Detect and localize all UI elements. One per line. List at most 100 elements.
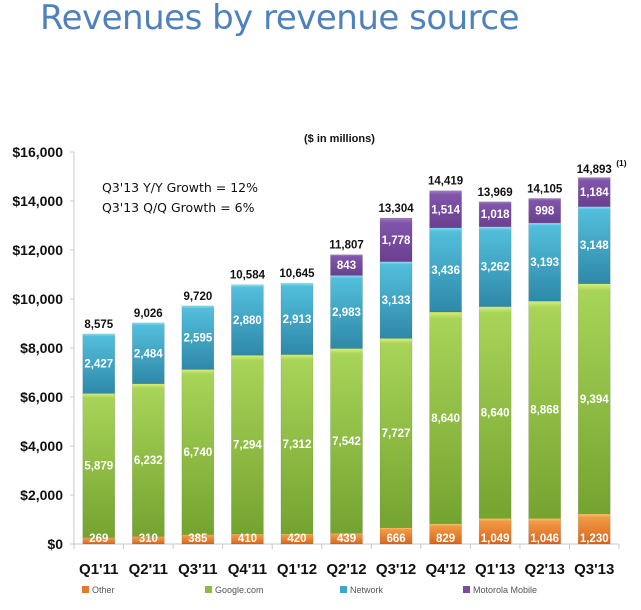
legend-item-other: Other xyxy=(82,585,115,595)
bar-segment-network xyxy=(528,222,561,302)
legend-item-motorola: Motorola Mobile xyxy=(463,585,537,595)
total-label: 13,969 xyxy=(478,187,513,199)
bar-segment-network xyxy=(379,261,413,339)
bar-segment-google-com xyxy=(132,383,165,537)
x-tick-label: Q3'12 xyxy=(376,561,416,578)
data-label-google-com: 7,727 xyxy=(382,428,411,440)
legend-label-other: Other xyxy=(92,585,115,595)
bar-segment-network xyxy=(330,275,363,349)
bar-segment-network xyxy=(132,322,165,385)
data-label-network: 2,427 xyxy=(84,359,113,371)
data-label-other: 420 xyxy=(287,533,306,545)
total-label: 9,720 xyxy=(183,291,212,303)
data-label-other: 829 xyxy=(436,533,455,545)
y-tick-label: $4,000 xyxy=(20,438,63,454)
data-label-other: 1,230 xyxy=(580,533,609,545)
data-label-motorola-mobile: 1,778 xyxy=(382,235,411,247)
x-tick-label: Q3'11 xyxy=(178,561,217,578)
page-title: Revenues by revenue source xyxy=(40,0,520,38)
annotation-yy-growth: Q3'13 Y/Y Growth = 12% xyxy=(102,180,259,195)
total-label: 10,645 xyxy=(279,268,315,280)
bar-segment-motorola-mobile xyxy=(330,254,363,276)
data-label-motorola-mobile: 1,018 xyxy=(481,209,510,221)
legend-item-network: Network xyxy=(340,585,383,595)
total-label: 9,026 xyxy=(134,308,163,320)
legend-swatch-motorola xyxy=(463,586,470,593)
x-tick-label: Q4'11 xyxy=(228,561,267,578)
data-label-network: 2,983 xyxy=(332,307,361,319)
bar-segment-motorola-mobile xyxy=(528,198,561,224)
x-tick-label: Q3'13 xyxy=(574,561,614,578)
data-label-google-com: 8,640 xyxy=(481,407,510,419)
x-tick-label: Q1'11 xyxy=(79,561,118,578)
data-label-google-com: 8,640 xyxy=(431,413,460,425)
data-label-network: 3,193 xyxy=(530,257,559,269)
data-label-other: 269 xyxy=(89,533,108,545)
bar-segment-network xyxy=(478,226,512,307)
legend-swatch-other xyxy=(82,586,89,593)
x-tick-label: Q2'13 xyxy=(525,561,565,578)
bar-segment-other xyxy=(528,518,561,545)
data-label-other: 1,049 xyxy=(481,533,510,545)
x-tick-label: Q1'12 xyxy=(277,561,317,578)
bar-segment-motorola-mobile xyxy=(478,201,512,228)
annotation-qq-growth: Q3'13 Q/Q Growth = 6% xyxy=(102,200,255,215)
bar-segment-google-com xyxy=(231,354,264,535)
legend-label-motorola: Motorola Mobile xyxy=(473,585,538,595)
legend-label-network: Network xyxy=(350,585,384,595)
data-label-network: 3,133 xyxy=(382,295,411,307)
total-label: 14,105 xyxy=(527,183,563,195)
data-label-network: 2,484 xyxy=(134,348,163,360)
bar-segment-other xyxy=(429,523,462,545)
bar-layer xyxy=(82,177,611,545)
bar-segment-network xyxy=(82,333,116,394)
bar-segment-google-com xyxy=(181,369,215,535)
data-label-network: 3,148 xyxy=(580,240,609,252)
data-label-motorola-mobile: 1,514 xyxy=(431,204,460,216)
data-label-other: 410 xyxy=(238,533,257,545)
data-label-google-com: 8,868 xyxy=(530,405,559,417)
data-label-network: 2,595 xyxy=(183,333,212,345)
data-label-motorola-mobile: 1,184 xyxy=(580,187,609,199)
bar-segment-google-com xyxy=(478,306,512,519)
y-tick-label: $16,000 xyxy=(12,144,63,160)
bar-segment-network xyxy=(181,305,215,370)
bar-segment-other xyxy=(478,517,512,545)
data-label-other: 666 xyxy=(386,533,405,545)
legend-item-google: Google.com xyxy=(205,585,264,595)
data-label-google-com: 7,542 xyxy=(332,436,361,448)
data-label-google-com: 7,294 xyxy=(233,440,262,452)
y-tick-label: $0 xyxy=(47,536,63,552)
label-layer: Q1'11 269 5,879 2,427 8,575 Q2'11 310 6,232 2,48… xyxy=(79,158,627,578)
data-label-network: 3,436 xyxy=(431,265,460,277)
legend-label-google: Google.com xyxy=(215,585,264,595)
x-tick-label: Q4'12 xyxy=(425,561,465,578)
data-label-network: 3,262 xyxy=(481,262,510,274)
data-label-google-com: 6,232 xyxy=(134,455,163,467)
y-tick-label: $6,000 xyxy=(20,389,63,405)
y-tick-label: $14,000 xyxy=(12,193,63,209)
y-tick-label: $8,000 xyxy=(20,340,63,356)
x-tick-label: Q2'11 xyxy=(129,561,168,578)
total-label: 14,893 xyxy=(577,164,612,176)
total-label: 10,584 xyxy=(230,270,266,282)
total-label: 14,419 xyxy=(428,176,463,188)
bar-segment-other xyxy=(577,513,611,545)
total-label: 8,575 xyxy=(84,319,113,331)
bar-segment-google-com xyxy=(82,393,116,538)
data-label-motorola-mobile: 843 xyxy=(337,260,356,272)
legend-swatch-google xyxy=(205,586,212,593)
chart-subtitle: ($ in millions) xyxy=(304,133,375,145)
bar-segment-motorola-mobile xyxy=(429,190,462,229)
data-label-google-com: 9,394 xyxy=(580,394,609,406)
bar-segment-network xyxy=(231,284,264,356)
data-label-network: 2,913 xyxy=(283,314,312,326)
x-tick-label: Q1'13 xyxy=(475,561,515,578)
axis-layer: $0 $2,000 $4,000 $6,000 $8,000 $10,000 $12,000… xyxy=(12,144,620,552)
bar-segment-google-com xyxy=(280,354,314,535)
data-label-other: 439 xyxy=(337,533,356,545)
data-label-google-com: 7,312 xyxy=(283,439,312,451)
y-tick-label: $12,000 xyxy=(12,242,63,258)
data-label-motorola-mobile: 998 xyxy=(535,206,555,218)
footnote-marker: (1) xyxy=(616,158,627,168)
